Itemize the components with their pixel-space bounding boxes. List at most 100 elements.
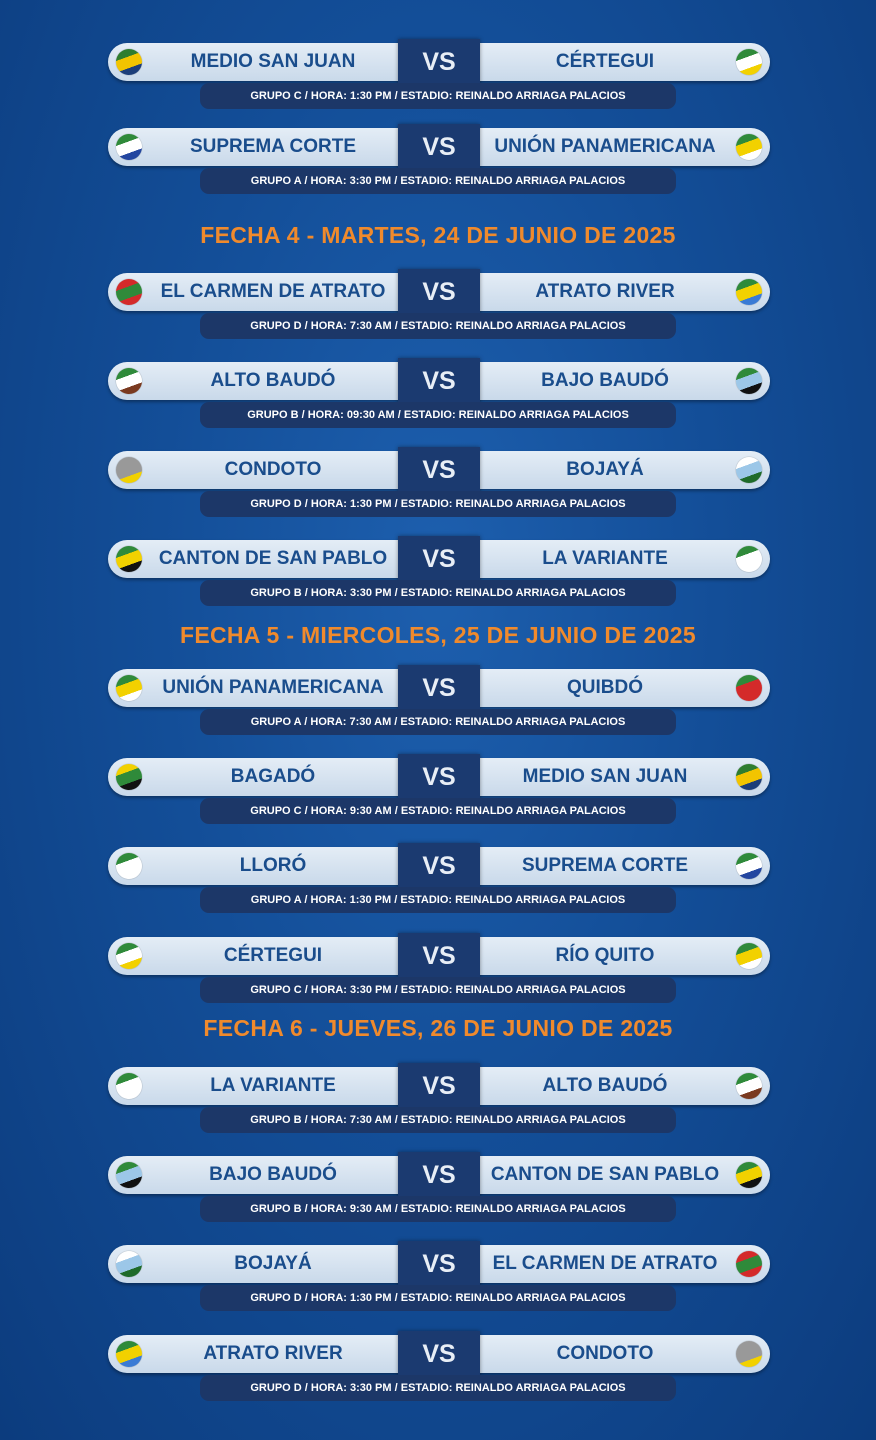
match-info: GRUPO A / HORA: 3:30 PM / ESTADIO: REINA… xyxy=(200,168,676,194)
match-info: GRUPO C / HORA: 1:30 PM / ESTADIO: REINA… xyxy=(200,83,676,109)
home-team-flag-icon xyxy=(116,49,142,75)
match-info: GRUPO B / HORA: 3:30 PM / ESTADIO: REINA… xyxy=(200,580,676,606)
away-team-name: ATRATO RIVER xyxy=(535,281,675,302)
away-team-name: BAJO BAUDÓ xyxy=(541,370,669,391)
match-info: GRUPO C / HORA: 3:30 PM / ESTADIO: REINA… xyxy=(200,977,676,1003)
home-team-flag-icon xyxy=(116,279,142,305)
home-team-name: SUPREMA CORTE xyxy=(189,136,357,157)
away-team-flag-icon xyxy=(736,279,762,305)
match-info: GRUPO B / HORA: 09:30 AM / ESTADIO: REIN… xyxy=(200,402,676,428)
match-info: GRUPO C / HORA: 9:30 AM / ESTADIO: REINA… xyxy=(200,798,676,824)
match-card: SUPREMA CORTE UNIÓN PANAMERICANA VS GRUP… xyxy=(108,124,770,194)
match-bar: BAJO BAUDÓ CANTON DE SAN PABLO xyxy=(108,1156,770,1194)
match-card: UNIÓN PANAMERICANA QUIBDÓ VS GRUPO A / H… xyxy=(108,665,770,735)
away-team-flag-icon xyxy=(736,943,762,969)
home-team-flag-icon xyxy=(116,1251,142,1277)
match-info: GRUPO D / HORA: 3:30 PM / ESTADIO: REINA… xyxy=(200,1375,676,1401)
away-team-flag-icon xyxy=(736,546,762,572)
match-card: CANTON DE SAN PABLO LA VARIANTE VS GRUPO… xyxy=(108,536,770,606)
match-info: GRUPO A / HORA: 1:30 PM / ESTADIO: REINA… xyxy=(200,887,676,913)
away-team-name: UNIÓN PANAMERICANA xyxy=(494,136,716,157)
date-heading: FECHA 5 - MIERCOLES, 25 DE JUNIO DE 2025 xyxy=(179,622,696,648)
date-heading: FECHA 6 - JUEVES, 26 DE JUNIO DE 2025 xyxy=(203,1015,673,1041)
away-team-name: CÉRTEGUI xyxy=(555,51,655,72)
home-team-flag-icon xyxy=(116,368,142,394)
match-card: EL CARMEN DE ATRATO ATRATO RIVER VS GRUP… xyxy=(108,269,770,339)
match-info: GRUPO B / HORA: 7:30 AM / ESTADIO: REINA… xyxy=(200,1107,676,1133)
match-card: CÉRTEGUI RÍO QUITO VS GRUPO C / HORA: 3:… xyxy=(108,933,770,1003)
home-team-name: BOJAYÁ xyxy=(234,1253,312,1274)
match-info: GRUPO D / HORA: 1:30 PM / ESTADIO: REINA… xyxy=(200,1285,676,1311)
vs-badge: VS xyxy=(398,1063,480,1109)
home-team-name: ALTO BAUDÓ xyxy=(210,370,336,391)
home-team-name: ATRATO RIVER xyxy=(203,1343,343,1364)
vs-badge: VS xyxy=(398,843,480,889)
match-card: LLORÓ SUPREMA CORTE VS GRUPO A / HORA: 1… xyxy=(108,843,770,913)
vs-badge: VS xyxy=(398,447,480,493)
home-team-flag-icon xyxy=(116,546,142,572)
vs-badge: VS xyxy=(398,665,480,711)
home-team-name: BAGADÓ xyxy=(230,766,316,787)
match-card: CONDOTO BOJAYÁ VS GRUPO D / HORA: 1:30 P… xyxy=(108,447,770,517)
away-team-flag-icon xyxy=(736,368,762,394)
match-card: BOJAYÁ EL CARMEN DE ATRATO VS GRUPO D / … xyxy=(108,1241,770,1311)
away-team-name: RÍO QUITO xyxy=(555,945,655,966)
away-team-flag-icon xyxy=(736,134,762,160)
away-team-flag-icon xyxy=(736,1073,762,1099)
away-team-name: MEDIO SAN JUAN xyxy=(522,766,688,787)
away-team-flag-icon xyxy=(736,457,762,483)
home-team-flag-icon xyxy=(116,134,142,160)
vs-badge: VS xyxy=(398,536,480,582)
home-team-name: CANTON DE SAN PABLO xyxy=(158,548,388,569)
home-team-flag-icon xyxy=(116,943,142,969)
match-card: MEDIO SAN JUAN CÉRTEGUI VS GRUPO C / HOR… xyxy=(108,39,770,109)
away-team-name: CONDOTO xyxy=(556,1343,654,1364)
home-team-name: MEDIO SAN JUAN xyxy=(190,51,356,72)
away-team-name: BOJAYÁ xyxy=(566,459,644,480)
home-team-name: CONDOTO xyxy=(224,459,322,480)
away-team-name: QUIBDÓ xyxy=(567,677,643,698)
vs-badge: VS xyxy=(398,124,480,170)
home-team-flag-icon xyxy=(116,1073,142,1099)
home-team-name: CÉRTEGUI xyxy=(223,945,323,966)
home-team-flag-icon xyxy=(116,853,142,879)
home-team-flag-icon xyxy=(116,457,142,483)
vs-badge: VS xyxy=(398,39,480,85)
vs-badge: VS xyxy=(398,1331,480,1377)
home-team-name: BAJO BAUDÓ xyxy=(209,1164,337,1185)
away-team-flag-icon xyxy=(736,1341,762,1367)
away-team-flag-icon xyxy=(736,764,762,790)
vs-badge: VS xyxy=(398,358,480,404)
match-card: BAGADÓ MEDIO SAN JUAN VS GRUPO C / HORA:… xyxy=(108,754,770,824)
away-team-flag-icon xyxy=(736,1251,762,1277)
home-team-name: EL CARMEN DE ATRATO xyxy=(160,281,386,302)
away-team-name: EL CARMEN DE ATRATO xyxy=(492,1253,718,1274)
match-info: GRUPO B / HORA: 9:30 AM / ESTADIO: REINA… xyxy=(200,1196,676,1222)
vs-badge: VS xyxy=(398,1241,480,1287)
away-team-name: SUPREMA CORTE xyxy=(521,855,689,876)
home-team-name: LA VARIANTE xyxy=(210,1075,336,1096)
away-team-flag-icon xyxy=(736,49,762,75)
vs-badge: VS xyxy=(398,269,480,315)
date-heading: FECHA 4 - MARTES, 24 DE JUNIO DE 2025 xyxy=(200,222,676,248)
away-team-name: ALTO BAUDÓ xyxy=(542,1075,668,1096)
home-team-flag-icon xyxy=(116,1162,142,1188)
away-team-name: CANTON DE SAN PABLO xyxy=(490,1164,720,1185)
away-team-flag-icon xyxy=(736,1162,762,1188)
vs-badge: VS xyxy=(398,1152,480,1198)
match-info: GRUPO A / HORA: 7:30 AM / ESTADIO: REINA… xyxy=(200,709,676,735)
home-team-name: LLORÓ xyxy=(239,855,307,876)
match-card: ATRATO RIVER CONDOTO VS GRUPO D / HORA: … xyxy=(108,1331,770,1401)
home-team-name: UNIÓN PANAMERICANA xyxy=(162,677,384,698)
away-team-name: LA VARIANTE xyxy=(542,548,668,569)
home-team-flag-icon xyxy=(116,675,142,701)
match-info: GRUPO D / HORA: 1:30 PM / ESTADIO: REINA… xyxy=(200,491,676,517)
away-team-flag-icon xyxy=(736,675,762,701)
vs-badge: VS xyxy=(398,933,480,979)
match-card: ALTO BAUDÓ BAJO BAUDÓ VS GRUPO B / HORA:… xyxy=(108,358,770,428)
home-team-flag-icon xyxy=(116,1341,142,1367)
match-info: GRUPO D / HORA: 7:30 AM / ESTADIO: REINA… xyxy=(200,313,676,339)
vs-badge: VS xyxy=(398,754,480,800)
match-card: LA VARIANTE ALTO BAUDÓ VS GRUPO B / HORA… xyxy=(108,1063,770,1133)
match-card: BAJO BAUDÓ CANTON DE SAN PABLO VS GRUPO … xyxy=(108,1152,770,1222)
